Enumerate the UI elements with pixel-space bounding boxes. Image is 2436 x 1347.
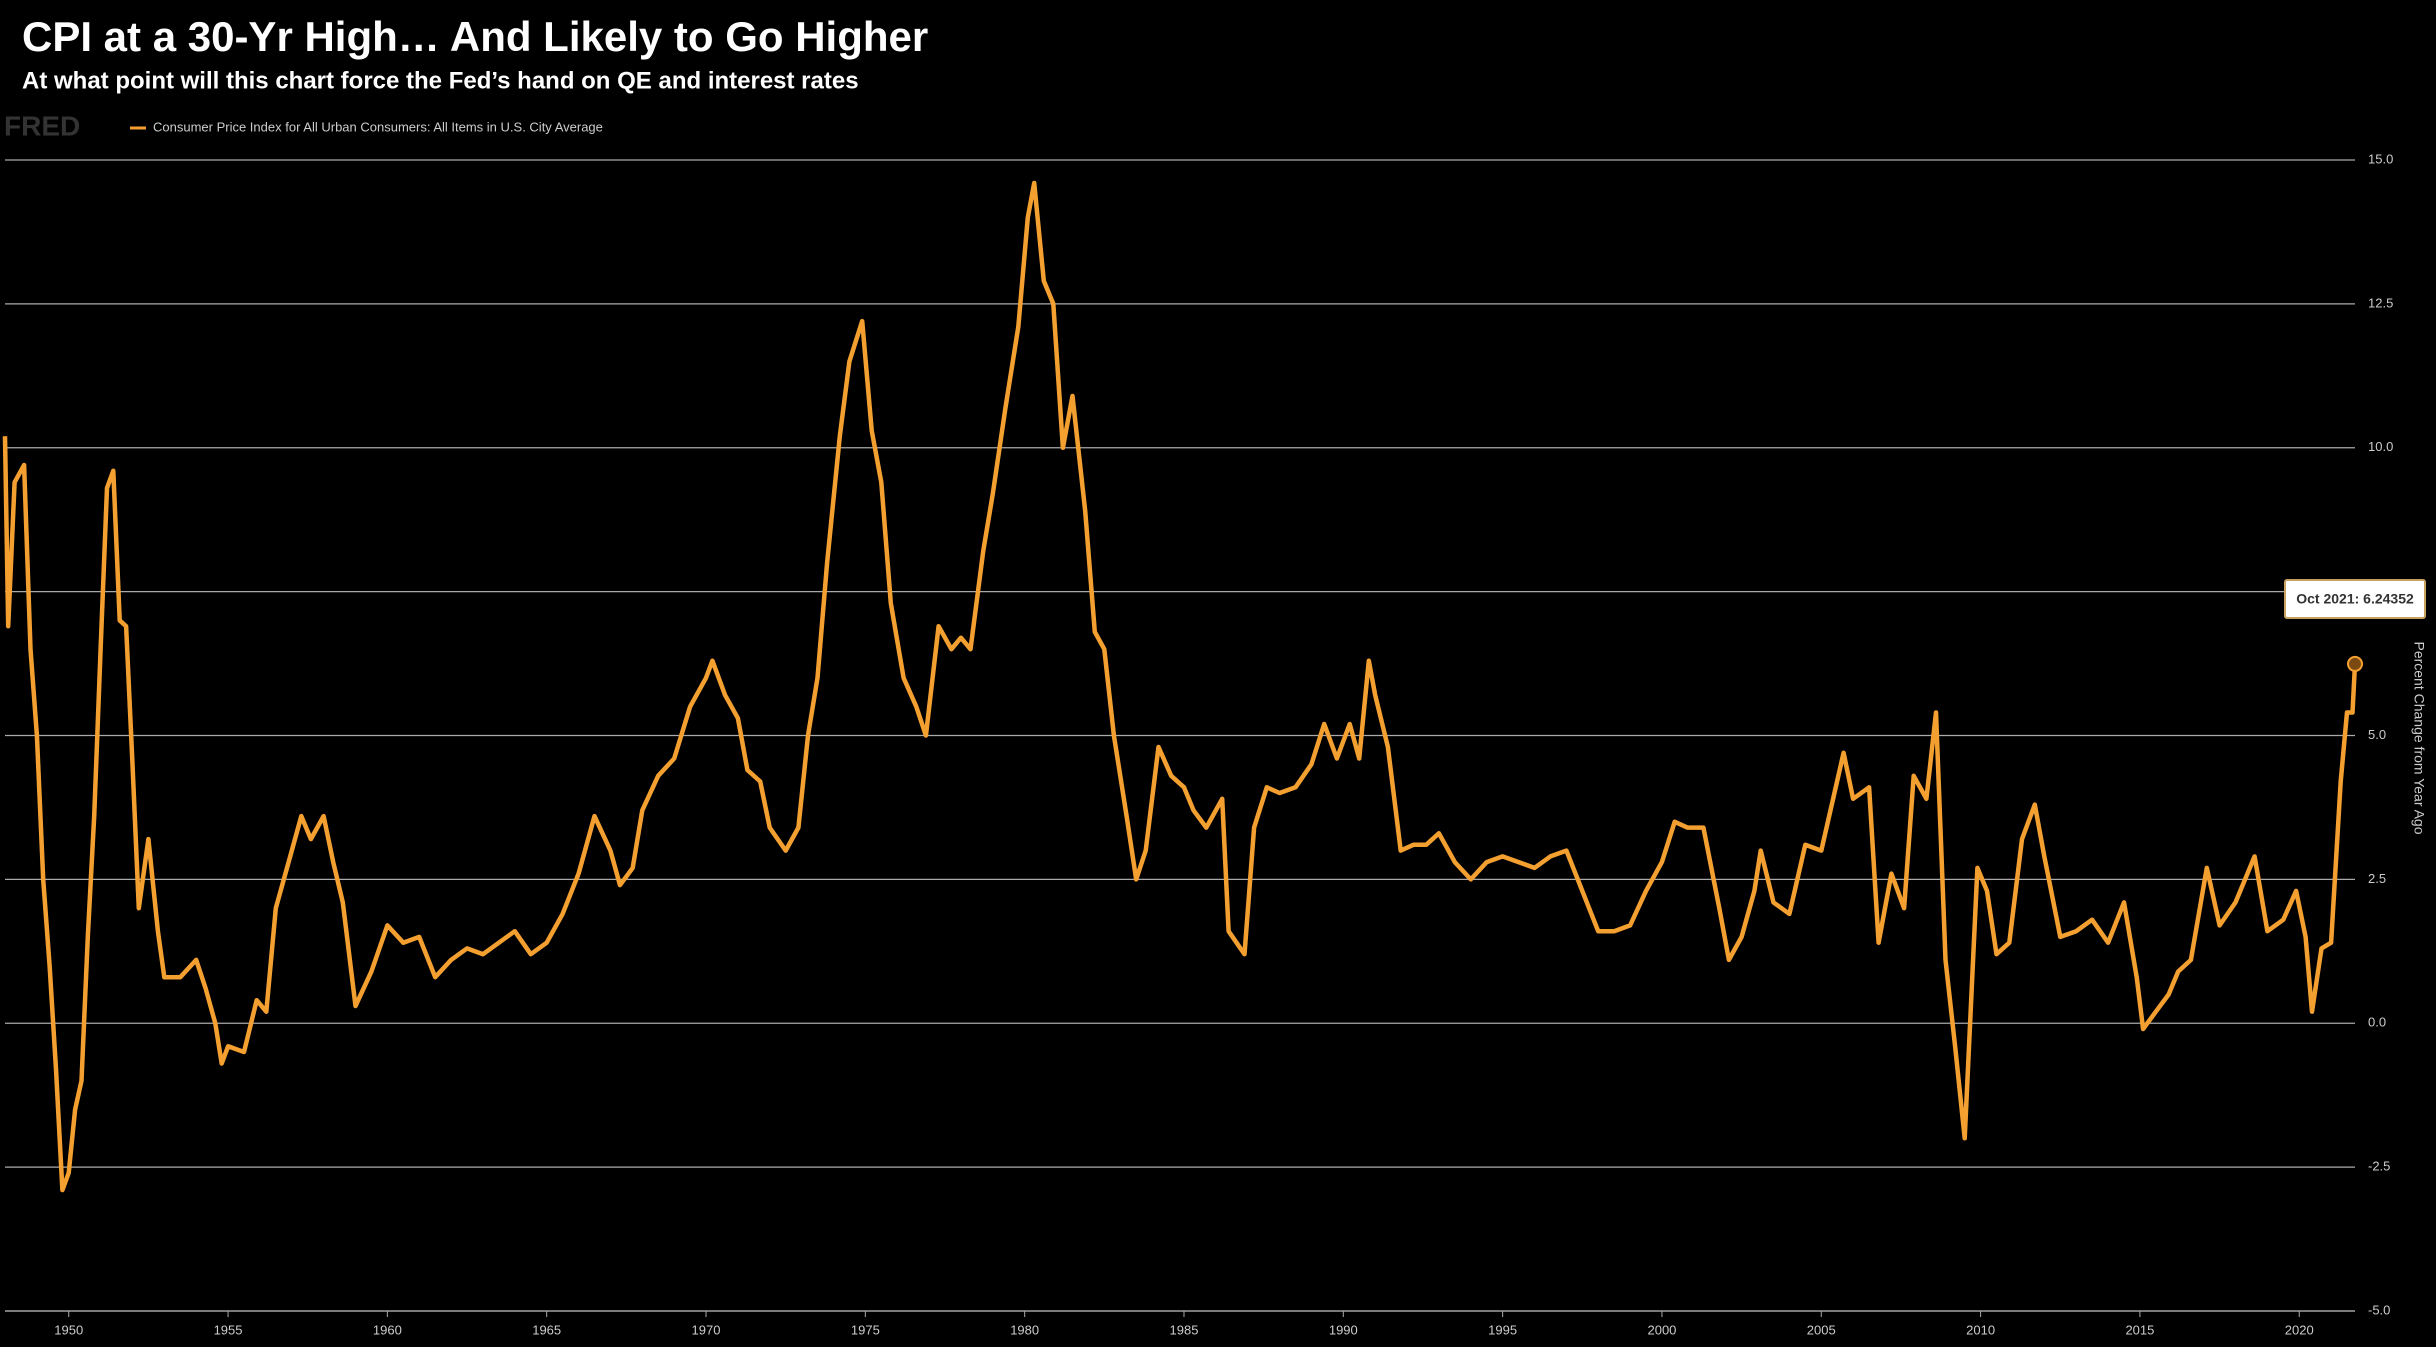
y-tick-label: 10.0 <box>2368 439 2393 454</box>
x-tick-label: 1995 <box>1488 1322 1517 1337</box>
highlight-point <box>2347 655 2363 672</box>
x-tick-label: 1975 <box>851 1322 880 1337</box>
y-tick-label: -5.0 <box>2368 1302 2390 1317</box>
y-axis-label: Percent Change from Year Ago <box>2411 641 2427 834</box>
x-tick-label: 2020 <box>2285 1322 2314 1337</box>
x-tick-label: 1950 <box>54 1322 83 1337</box>
x-tick-label: 1960 <box>373 1322 402 1337</box>
y-tick-label: 0.0 <box>2368 1015 2386 1030</box>
x-tick-label: 1970 <box>692 1322 721 1337</box>
x-tick-label: 1980 <box>1010 1322 1039 1337</box>
chart-subtitle: At what point will this chart force the … <box>22 67 859 94</box>
x-tick-label: 1965 <box>532 1322 561 1337</box>
y-tick-label: 12.5 <box>2368 295 2393 310</box>
x-tick-label: 1955 <box>214 1322 243 1337</box>
x-tick-label: 2000 <box>1647 1322 1676 1337</box>
x-tick-label: 2005 <box>1807 1322 1836 1337</box>
tooltip-text: Oct 2021: 6.24352 <box>2296 591 2414 607</box>
chart-title: CPI at a 30-Yr High… And Likely to Go Hi… <box>22 13 928 60</box>
x-tick-label: 2010 <box>1966 1322 1995 1337</box>
tooltip-box <box>2284 579 2426 619</box>
y-tick-label: 15.0 <box>2368 151 2393 166</box>
y-tick-label: 2.5 <box>2368 871 2386 886</box>
y-tick-label: -2.5 <box>2368 1159 2390 1174</box>
x-tick-label: 1990 <box>1329 1322 1358 1337</box>
x-tick-label: 2015 <box>2125 1322 2154 1337</box>
series-line <box>2 180 2358 1193</box>
source-logo: FRED <box>4 110 80 141</box>
legend-label: Consumer Price Index for All Urban Consu… <box>153 119 603 134</box>
x-tick-label: 1985 <box>1170 1322 1199 1337</box>
y-tick-label: 5.0 <box>2368 727 2386 742</box>
